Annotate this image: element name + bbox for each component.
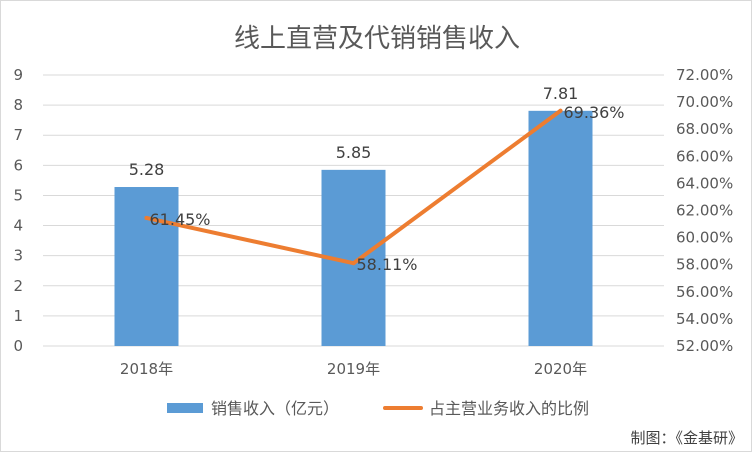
y-left-tick-label: 9	[13, 66, 23, 84]
data-labels: 5.28 5.85 7.81 61.45% 58.11% 69.36%	[129, 84, 625, 274]
y-right-tick-label: 58.00%	[676, 256, 733, 274]
y-right-tick-label: 66.00%	[676, 147, 733, 165]
y-right-tick-label: 60.00%	[676, 229, 733, 247]
legend-label-sales: 销售收入（亿元）	[211, 399, 339, 418]
y-right-tick-label: 62.00%	[676, 202, 733, 220]
y-right-tick-label: 64.00%	[676, 174, 733, 192]
x-tick-label: 2018年	[120, 360, 173, 378]
line-point	[144, 215, 149, 220]
y-left-tick-label: 0	[13, 337, 23, 355]
x-tick-label: 2019年	[327, 360, 380, 378]
line-data-label: 58.11%	[357, 255, 418, 274]
legend-label-ratio: 占主营业务收入的比例	[429, 399, 589, 418]
line-data-label: 69.36%	[564, 103, 625, 122]
x-tick-label: 2020年	[534, 360, 587, 378]
y-right-tick-label: 68.00%	[676, 120, 733, 138]
credit-text: 制图：《金基研》	[630, 429, 743, 447]
line-data-label: 61.45%	[150, 210, 211, 229]
y-right-tick-label: 70.00%	[676, 93, 733, 111]
bar-data-label: 5.28	[129, 160, 165, 179]
y-left-tick-label: 7	[13, 126, 23, 144]
chart-title: 线上直营及代销销售收入	[234, 24, 520, 54]
y-right-tick-label: 72.00%	[676, 66, 733, 84]
y-left-tick-label: 8	[13, 96, 23, 114]
legend-swatch-sales	[167, 403, 203, 413]
bar-data-label: 7.81	[543, 84, 579, 103]
y-left-tick-label: 2	[13, 277, 23, 295]
axis-ticks: 0 1 2 3 4 5 6 7 8 9 52.00% 54.00% 56.00% 58.00% 60.00%…	[13, 66, 733, 378]
y-left-tick-label: 6	[13, 156, 23, 174]
y-left-tick-label: 1	[13, 307, 23, 325]
bar-data-label: 5.85	[336, 143, 372, 162]
y-left-tick-label: 4	[13, 217, 23, 235]
line-point	[351, 261, 356, 266]
line-series	[144, 108, 563, 266]
bar	[114, 187, 179, 346]
y-right-tick-label: 56.00%	[676, 283, 733, 301]
line-point	[558, 108, 563, 113]
y-left-tick-label: 3	[13, 247, 23, 265]
legend: 销售收入（亿元） 占主营业务收入的比例	[167, 399, 589, 418]
y-right-tick-label: 54.00%	[676, 310, 733, 328]
y-left-tick-label: 5	[13, 186, 23, 204]
bar	[528, 110, 593, 347]
y-right-tick-label: 52.00%	[676, 337, 733, 355]
